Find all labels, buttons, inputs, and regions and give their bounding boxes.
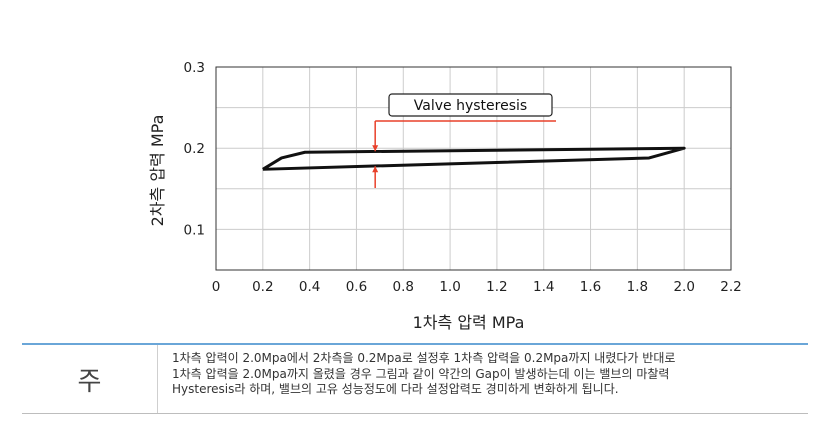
- note-line-2: 1차측 압력을 2.0Mpa까지 올렸을 경우 그림과 같이 약간의 Gap이 …: [172, 366, 670, 381]
- plot-area-border: [215, 66, 732, 271]
- x-tick-label: 1.8: [627, 279, 648, 295]
- note-line-3: Hysteresis라 하며, 밸브의 고유 성능정도에 다라 설정압력도 경미…: [172, 382, 619, 396]
- x-axis-title: 1차측 압력 MPa: [413, 313, 525, 332]
- x-tick-label: 1.0: [439, 279, 460, 295]
- annotation-arrow-up: [372, 166, 379, 173]
- series-line: [262, 146, 686, 171]
- note-line-1: 1차측 압력이 2.0Mpa에서 2차측을 0.2Mpa로 설정후 1차측 압력…: [172, 351, 676, 365]
- x-tick-label: 1.6: [580, 279, 601, 295]
- x-tick-label: 2.0: [673, 279, 694, 295]
- x-tick-label: 0: [212, 279, 221, 295]
- x-tick-label: 0.6: [346, 279, 367, 295]
- x-tick-label: 0.2: [252, 279, 273, 295]
- annotation-label: Valve hysteresis: [414, 98, 527, 114]
- hysteresis-chart: 0 0.2 0.4 0.6 0.8 1.0 1.2 1.4 1.6 1.8 2.0 2.2 0.1 0.2…: [148, 60, 742, 332]
- note-text: 1차측 압력이 2.0Mpa에서 2차측을 0.2Mpa로 설정후 1차측 압력…: [158, 345, 808, 413]
- chart-svg: 0 0.2 0.4 0.6 0.8 1.0 1.2 1.4 1.6 1.8 2.0 2.2 0.1 0.2…: [148, 60, 742, 332]
- note-label: 주: [22, 345, 158, 413]
- annotation-arrow-down: [372, 145, 379, 152]
- y-tick-label: 0.3: [184, 60, 205, 76]
- annotation-box: [388, 93, 553, 117]
- x-tick-label: 1.4: [533, 279, 554, 295]
- note-table: 주 1차측 압력이 2.0Mpa에서 2차측을 0.2Mpa로 설정후 1차측 …: [22, 343, 808, 414]
- y-tick-label: 0.2: [184, 141, 205, 157]
- y-axis-title: 2차측 압력 MPa: [148, 115, 167, 227]
- x-tick-label: 1.2: [486, 279, 507, 295]
- x-tick-label: 0.8: [393, 279, 414, 295]
- y-tick-label: 0.1: [184, 222, 205, 238]
- x-tick-label: 0.4: [299, 279, 320, 295]
- x-tick-label: 2.2: [720, 279, 741, 295]
